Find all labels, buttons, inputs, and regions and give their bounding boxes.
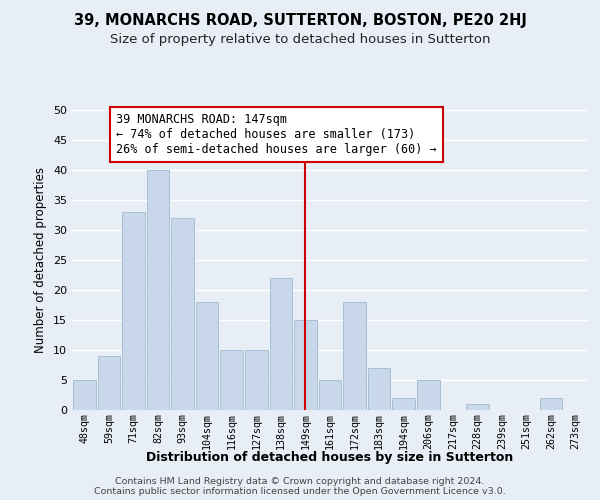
Bar [540, 398, 562, 410]
Bar [98, 356, 120, 410]
Text: Contains public sector information licensed under the Open Government Licence v3: Contains public sector information licen… [94, 488, 506, 496]
Y-axis label: Number of detached properties: Number of detached properties [34, 167, 47, 353]
Text: 39 MONARCHS ROAD: 147sqm
← 74% of detached houses are smaller (173)
26% of semi-: 39 MONARCHS ROAD: 147sqm ← 74% of detach… [116, 113, 437, 156]
Text: Contains HM Land Registry data © Crown copyright and database right 2024.: Contains HM Land Registry data © Crown c… [115, 476, 485, 486]
Bar [392, 398, 415, 410]
Bar [245, 350, 268, 410]
Bar [73, 380, 95, 410]
Bar [294, 320, 317, 410]
Text: Size of property relative to detached houses in Sutterton: Size of property relative to detached ho… [110, 32, 490, 46]
Bar [417, 380, 440, 410]
Bar [319, 380, 341, 410]
Bar [368, 368, 391, 410]
Bar [171, 218, 194, 410]
Bar [146, 170, 169, 410]
Bar [122, 212, 145, 410]
Bar [269, 278, 292, 410]
Text: Distribution of detached houses by size in Sutterton: Distribution of detached houses by size … [146, 451, 514, 464]
Bar [343, 302, 366, 410]
Text: 39, MONARCHS ROAD, SUTTERTON, BOSTON, PE20 2HJ: 39, MONARCHS ROAD, SUTTERTON, BOSTON, PE… [74, 12, 526, 28]
Bar [196, 302, 218, 410]
Bar [220, 350, 243, 410]
Bar [466, 404, 489, 410]
